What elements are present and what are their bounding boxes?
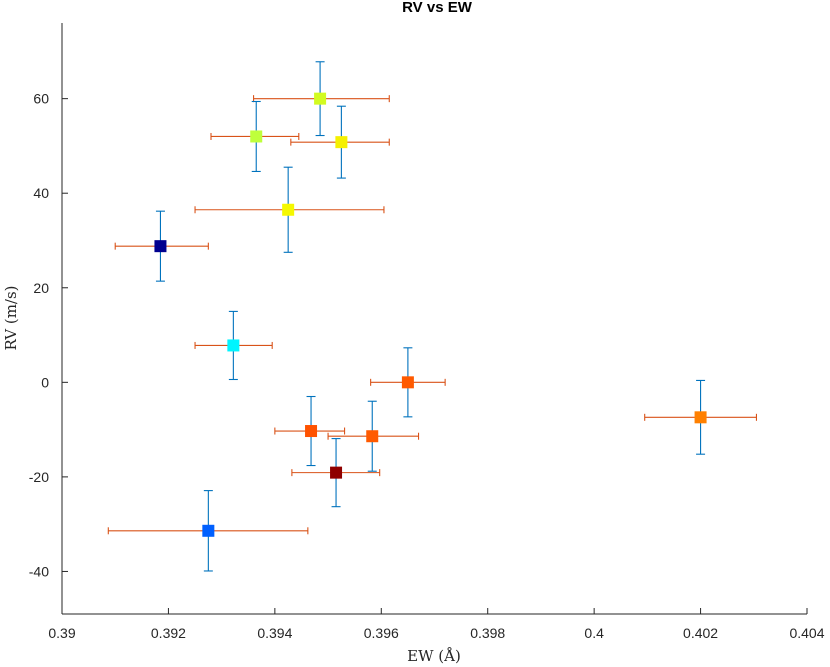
point-marker xyxy=(227,339,240,352)
data-point-4 xyxy=(194,166,385,253)
point-marker xyxy=(250,130,263,143)
x-ticks: 0.39 0.392 0.394 0.396 0.398 0.4 0.402 0.404 xyxy=(48,608,825,641)
x-tick-label: 0.398 xyxy=(470,625,505,641)
point-marker xyxy=(330,466,343,479)
y-axis-label: RV (m/s) xyxy=(2,285,20,350)
data-point-11 xyxy=(291,438,381,508)
x-tick-label: 0.404 xyxy=(789,625,824,641)
x-tick-label: 0.394 xyxy=(257,625,292,641)
data-point-8 xyxy=(644,379,757,455)
chart-title: RV vs EW xyxy=(402,0,473,16)
x-tick-label: 0.39 xyxy=(48,625,75,641)
point-marker xyxy=(314,92,327,105)
point-marker xyxy=(282,203,295,216)
data-point-12 xyxy=(107,490,309,572)
y-tick-label: -40 xyxy=(29,563,49,579)
y-tick-label: -20 xyxy=(29,469,49,485)
data-points xyxy=(107,61,757,572)
data-point-1 xyxy=(253,61,390,137)
y-tick-label: 0 xyxy=(41,374,49,390)
point-marker xyxy=(401,376,414,389)
data-point-7 xyxy=(370,347,446,418)
point-marker xyxy=(305,425,318,438)
point-marker xyxy=(335,136,348,149)
y-tick-label: 60 xyxy=(33,91,49,107)
point-marker xyxy=(366,430,379,443)
point-marker xyxy=(694,411,707,424)
x-tick-label: 0.392 xyxy=(151,625,186,641)
x-tick-label: 0.402 xyxy=(683,625,718,641)
data-point-6 xyxy=(194,310,273,381)
data-point-9 xyxy=(274,395,346,467)
x-tick-label: 0.396 xyxy=(364,625,399,641)
y-tick-label: 20 xyxy=(33,280,49,296)
axes xyxy=(61,23,807,615)
x-tick-label: 0.4 xyxy=(584,625,604,641)
data-point-2 xyxy=(210,100,300,173)
y-tick-label: 40 xyxy=(33,185,49,201)
y-ticks: -40 -20 0 20 40 60 xyxy=(29,91,68,579)
point-marker xyxy=(154,240,167,253)
data-point-5 xyxy=(114,210,209,282)
x-axis-label: EW (Å) xyxy=(407,647,461,665)
data-point-3 xyxy=(290,105,390,179)
point-marker xyxy=(202,524,215,537)
data-point-10 xyxy=(327,400,420,472)
